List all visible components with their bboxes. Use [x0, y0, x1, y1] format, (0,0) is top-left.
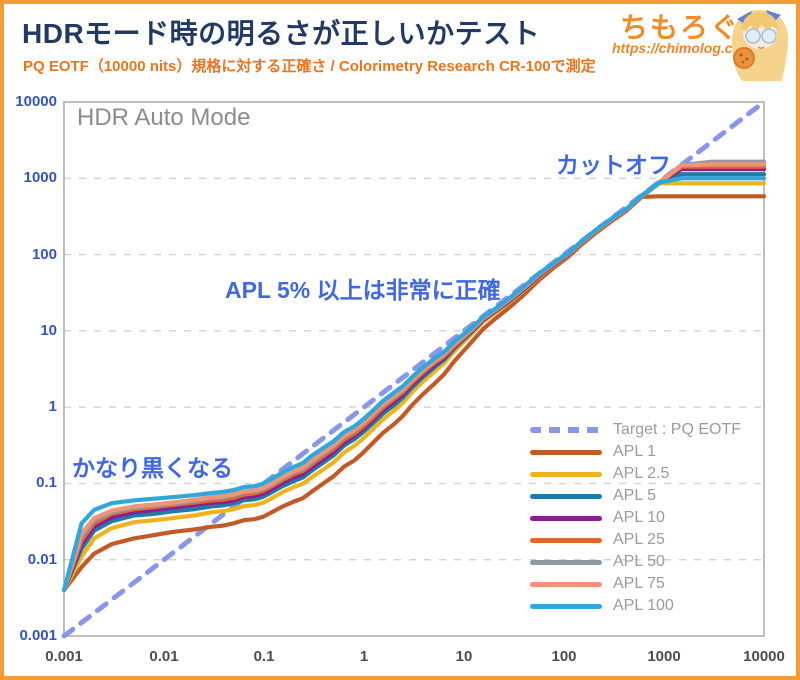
legend-label: APL 2.5: [613, 465, 670, 482]
legend-label: APL 25: [613, 531, 665, 548]
legend-label: APL 100: [613, 597, 674, 614]
plot-border: [63, 101, 765, 637]
legend-item: APL 75: [530, 573, 741, 595]
legend-item: APL 1: [530, 441, 741, 463]
legend-item: Target : PQ EOTF: [530, 419, 741, 441]
legend-line-swatch: [530, 471, 602, 477]
legend-item: APL 25: [530, 529, 741, 551]
annotation-crush: かなり黒くなる: [72, 455, 233, 481]
legend-label: APL 75: [613, 575, 665, 592]
series-line-apl-100: [61, 176, 767, 593]
legend-label: APL 1: [613, 443, 656, 460]
legend-dashed-line-swatch: [530, 427, 602, 433]
annotation-cutoff: カットオフ: [556, 152, 671, 178]
legend-line-swatch: [530, 449, 602, 455]
legend-label: Target : PQ EOTF: [613, 421, 742, 438]
page-title: HDRモード時の明るさが正しいかテスト: [22, 18, 541, 49]
mascot-illustration: [732, 10, 788, 81]
legend-item: APL 5: [530, 485, 741, 507]
legend-item: APL 50: [530, 551, 741, 573]
page-subtitle: PQ EOTF（10000 nits）規格に対する正確さ / Colorimet…: [23, 58, 596, 75]
legend-line-swatch: [530, 603, 602, 609]
legend-line-swatch: [530, 515, 602, 521]
chart-legend: Target : PQ EOTF APL 1 APL 2.5 APL 5 APL 10 A…: [530, 419, 741, 617]
legend-label: APL 50: [613, 553, 665, 570]
legend-line-swatch: [530, 537, 602, 543]
brand-url: https://chimolog.co/: [612, 40, 745, 56]
legend-label: APL 10: [613, 509, 665, 526]
legend-line-swatch: [530, 581, 602, 587]
legend-item: APL 100: [530, 595, 741, 617]
legend-line-swatch: [530, 559, 602, 565]
legend-item: APL 10: [530, 507, 741, 529]
annotation-accurate: APL 5% 以上は非常に正確: [225, 277, 501, 303]
plot-mode-label: HDR Auto Mode: [77, 104, 251, 131]
legend-line-swatch: [530, 493, 602, 499]
legend-item: APL 2.5: [530, 463, 741, 485]
brand-logo-text: ちもろぐ: [620, 12, 741, 43]
legend-label: APL 5: [613, 487, 656, 504]
